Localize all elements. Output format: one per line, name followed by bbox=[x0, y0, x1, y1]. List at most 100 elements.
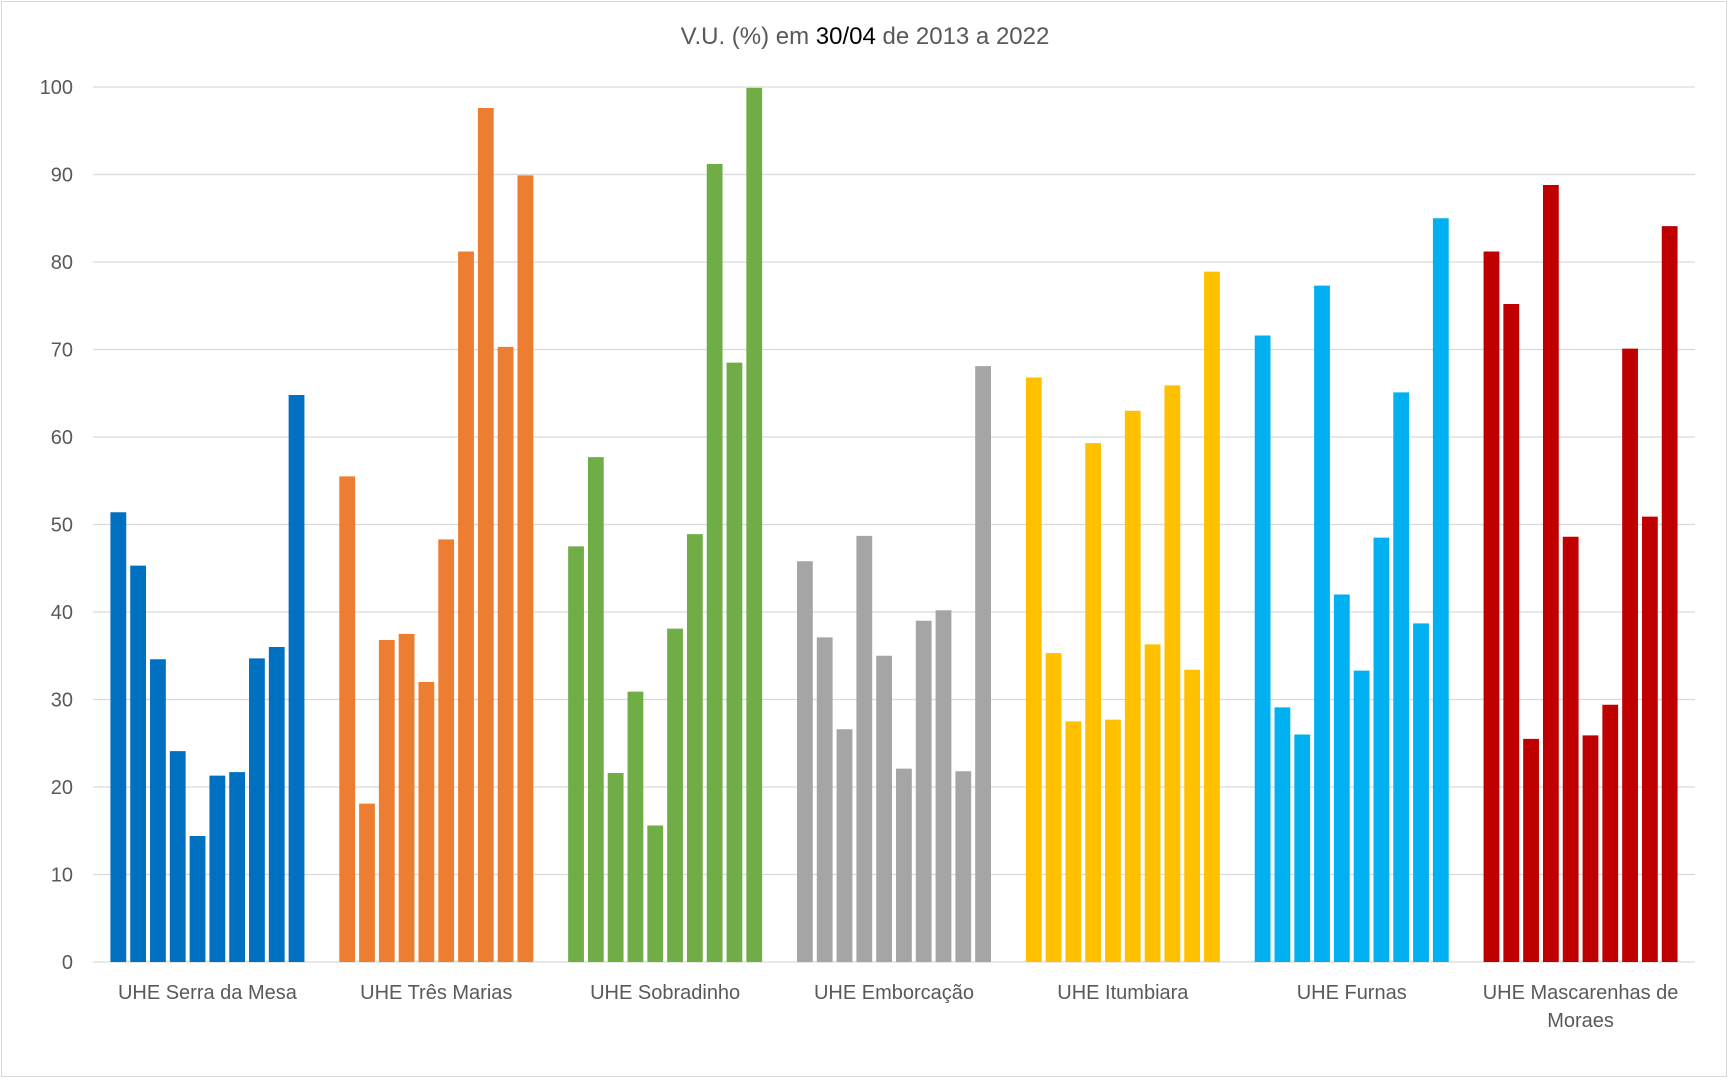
y-tick-label-0: 0 bbox=[62, 952, 73, 974]
bar-1-2018 bbox=[209, 775, 226, 963]
bar-6-2013 bbox=[1254, 335, 1271, 962]
bar-2-2013 bbox=[339, 476, 356, 962]
bar-3-2020 bbox=[706, 164, 723, 962]
bar-3-2014 bbox=[587, 457, 604, 962]
bar-4-2020 bbox=[935, 610, 952, 962]
y-tick-label-100: 100 bbox=[40, 77, 73, 99]
bar-group-6 bbox=[1254, 218, 1449, 963]
y-tick-label-10: 10 bbox=[51, 865, 73, 887]
x-axis-category-labels: UHE Serra da Mesa UHE Três Marias UHE Sobr… bbox=[118, 982, 1678, 1032]
x-category-label-6: UHE Furnas bbox=[1297, 982, 1407, 1004]
bar-6-2014 bbox=[1274, 707, 1291, 963]
bar-2-2016 bbox=[398, 633, 415, 963]
x-category-label-3: UHE Sobradinho bbox=[590, 982, 740, 1004]
x-category-label-2: UHE Três Marias bbox=[360, 982, 512, 1004]
gridlines bbox=[93, 86, 1695, 963]
bar-3-2019 bbox=[686, 534, 703, 963]
bar-4-2017 bbox=[876, 655, 892, 962]
x-category-label-line: UHE Três Marias bbox=[360, 982, 512, 1004]
bar-1-2021 bbox=[268, 647, 285, 962]
bar-6-2017 bbox=[1333, 594, 1350, 962]
bar-5-2020 bbox=[1164, 385, 1181, 963]
y-tick-label-90: 90 bbox=[51, 165, 73, 187]
y-tick-label-40: 40 bbox=[51, 602, 73, 624]
bar-7-2018 bbox=[1582, 735, 1599, 963]
bar-7-2016 bbox=[1542, 185, 1559, 962]
bar-6-2020 bbox=[1393, 392, 1410, 962]
bar-4-2021 bbox=[955, 771, 972, 962]
bar-5-2022 bbox=[1204, 271, 1220, 963]
bar-4-2014 bbox=[816, 637, 833, 963]
bar-7-2021 bbox=[1641, 516, 1658, 963]
bar-7-2014 bbox=[1503, 304, 1520, 962]
bar-5-2015 bbox=[1065, 721, 1082, 963]
bar-5-2014 bbox=[1045, 653, 1062, 963]
bar-group-5 bbox=[1025, 271, 1220, 963]
bar-1-2013 bbox=[110, 512, 127, 962]
bar-group-7 bbox=[1483, 185, 1678, 963]
bar-3-2015 bbox=[607, 773, 624, 962]
x-category-label-line: UHE Sobradinho bbox=[590, 982, 740, 1004]
bar-5-2018 bbox=[1124, 410, 1141, 962]
bar-1-2017 bbox=[189, 836, 206, 962]
bar-group-4 bbox=[797, 366, 991, 963]
bar-3-2021 bbox=[726, 362, 743, 963]
bar-3-2017 bbox=[647, 825, 664, 962]
x-category-label-line: UHE Serra da Mesa bbox=[118, 982, 298, 1004]
y-tick-label-50: 50 bbox=[51, 515, 73, 537]
bar-2-2019 bbox=[458, 251, 474, 962]
bar-6-2016 bbox=[1314, 285, 1330, 963]
y-tick-label-60: 60 bbox=[51, 427, 73, 449]
bar-1-2015 bbox=[150, 659, 166, 962]
x-category-label-line: UHE Furnas bbox=[1297, 982, 1407, 1004]
bar-2-2021 bbox=[497, 346, 514, 963]
bar-5-2016 bbox=[1085, 443, 1102, 963]
x-category-label-5: UHE Itumbiara bbox=[1057, 982, 1189, 1004]
x-category-label-line: UHE Mascarenhas de bbox=[1483, 982, 1679, 1004]
bar-1-2014 bbox=[130, 565, 147, 963]
bar-2-2017 bbox=[418, 682, 435, 962]
bar-7-2013 bbox=[1483, 251, 1500, 962]
x-category-label-7: UHE Mascarenhas de Moraes bbox=[1483, 982, 1679, 1032]
bar-5-2017 bbox=[1105, 719, 1121, 963]
y-tick-label-80: 80 bbox=[51, 252, 73, 274]
chart-title-part-2: 30/04 bbox=[816, 23, 876, 50]
bar-7-2020 bbox=[1622, 348, 1638, 963]
bar-2-2018 bbox=[438, 539, 455, 963]
bar-6-2021 bbox=[1413, 623, 1429, 963]
chart-title: V.U. (%) em 30/04 de 2013 a 2022 bbox=[681, 23, 1050, 50]
bar-1-2016 bbox=[169, 751, 186, 963]
bar-6-2019 bbox=[1373, 537, 1390, 963]
bar-2-2015 bbox=[378, 640, 395, 962]
x-category-label-1: UHE Serra da Mesa bbox=[118, 982, 298, 1004]
bar-6-2022 bbox=[1432, 218, 1449, 962]
chart-title-part-1: V.U. (%) em bbox=[681, 23, 816, 50]
y-tick-label-70: 70 bbox=[51, 340, 73, 362]
bar-group-2 bbox=[339, 108, 534, 963]
bar-4-2019 bbox=[915, 620, 932, 962]
bar-3-2018 bbox=[667, 628, 683, 963]
bar-1-2019 bbox=[229, 772, 246, 963]
bar-4-2015 bbox=[836, 729, 853, 962]
bar-4-2018 bbox=[896, 768, 912, 963]
x-category-label-line: Moraes bbox=[1547, 1010, 1614, 1032]
bar-5-2019 bbox=[1144, 644, 1161, 963]
x-category-label-line: UHE Emborcação bbox=[814, 982, 974, 1004]
bars bbox=[110, 87, 1678, 963]
bar-1-2022 bbox=[288, 395, 305, 962]
bar-2-2022 bbox=[517, 175, 534, 963]
y-tick-label-20: 20 bbox=[51, 777, 73, 799]
bar-6-2018 bbox=[1353, 670, 1370, 963]
bar-5-2013 bbox=[1025, 377, 1042, 962]
bar-1-2020 bbox=[249, 658, 265, 963]
bar-2-2014 bbox=[359, 803, 375, 963]
bar-3-2016 bbox=[627, 691, 644, 963]
bar-group-1 bbox=[110, 395, 305, 963]
x-category-label-line: UHE Itumbiara bbox=[1057, 982, 1189, 1004]
bar-5-2021 bbox=[1184, 669, 1201, 962]
x-category-label-4: UHE Emborcação bbox=[814, 982, 974, 1004]
chart-title-part-3: de 2013 a 2022 bbox=[876, 23, 1050, 50]
bar-group-3 bbox=[568, 87, 763, 963]
bar-2-2020 bbox=[477, 108, 494, 962]
bar-7-2015 bbox=[1523, 738, 1539, 963]
